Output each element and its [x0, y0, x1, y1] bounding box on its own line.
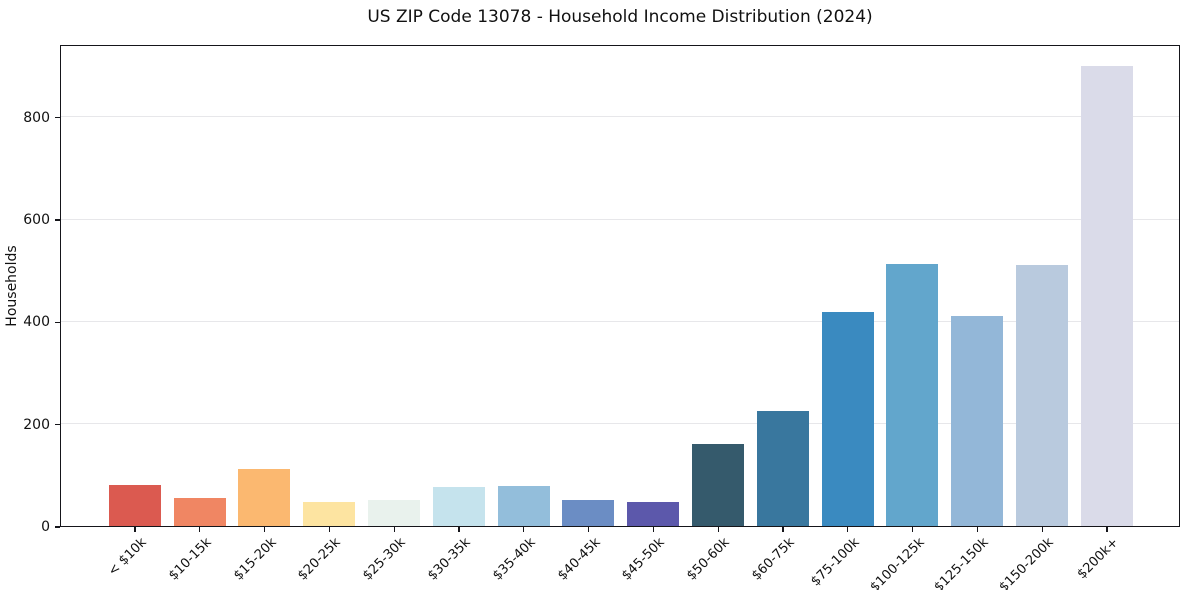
- y-tick-mark-800: [55, 117, 60, 119]
- gridline-800: [61, 116, 1179, 118]
- bar-$45-50k: [627, 501, 680, 526]
- bar-$30-35k: [432, 487, 485, 526]
- bar-$10-15k: [173, 497, 226, 526]
- x-tick-mark-$30-35k: [458, 527, 460, 532]
- x-tick-label-$15-20k: $15-20k: [230, 535, 280, 584]
- x-tick-label-$125-150k: $125-150k: [931, 535, 992, 590]
- x-tick-mark-$45-50k: [652, 527, 655, 532]
- x-tick-mark-$10-15k: [199, 527, 201, 532]
- y-tick-label-0: 0: [41, 519, 50, 535]
- y-tick-label-200: 200: [23, 416, 50, 433]
- x-tick-label-$200k+: $200k+: [1074, 535, 1122, 583]
- bar-$25-30k: [367, 499, 420, 526]
- y-tick-mark-600: [55, 219, 60, 221]
- x-tick-mark-$15-20k: [263, 527, 266, 532]
- bar-$60-75k: [756, 410, 809, 526]
- plot-area: [60, 45, 1180, 527]
- x-tick-label-$150-200k: $150-200k: [996, 535, 1057, 590]
- bar-$35-40k: [497, 486, 550, 526]
- bar-$100-125k: [886, 263, 939, 526]
- x-tick-label-$100-125k: $100-125k: [867, 535, 928, 590]
- gridline-200: [61, 423, 1179, 425]
- y-tick-mark-0: [55, 526, 60, 528]
- x-tick-mark-$150-200k: [1041, 527, 1043, 532]
- x-tick-mark-< $10k: [134, 527, 136, 532]
- x-tick-mark-$75-100k: [847, 527, 849, 532]
- bar-$20-25k: [303, 501, 356, 526]
- y-tick-mark-400: [55, 321, 60, 323]
- bar-$75-100k: [821, 311, 874, 526]
- chart-title: US ZIP Code 13078 - Household Income Dis…: [367, 7, 873, 27]
- x-tick-label-$35-40k: $35-40k: [489, 535, 539, 584]
- x-tick-mark-$50-60k: [717, 527, 719, 532]
- bar-$50-60k: [691, 444, 744, 526]
- gridline-400: [61, 320, 1179, 322]
- x-tick-mark-$125-150k: [976, 527, 979, 532]
- x-tick-label-$75-100k: $75-100k: [808, 535, 863, 590]
- y-tick-mark-200: [55, 424, 60, 426]
- bar-< $10k: [108, 485, 161, 526]
- x-tick-label-$25-30k: $25-30k: [360, 535, 409, 584]
- x-tick-label-$40-45k: $40-45k: [554, 535, 604, 584]
- x-tick-label-$30-35k: $30-35k: [425, 535, 474, 584]
- x-tick-label-$50-60k: $50-60k: [684, 535, 733, 584]
- x-tick-mark-$40-45k: [587, 527, 590, 532]
- bar-$125-150k: [951, 315, 1004, 526]
- x-tick-mark-$60-75k: [782, 527, 784, 532]
- y-tick-label-400: 400: [23, 314, 50, 331]
- x-tick-mark-$35-40k: [523, 527, 525, 532]
- x-tick-mark-$25-30k: [393, 527, 395, 532]
- y-tick-label-800: 800: [23, 109, 50, 126]
- bar-$200k+: [1080, 65, 1133, 526]
- bar-$40-45k: [562, 499, 615, 526]
- x-tick-mark-$100-125k: [911, 527, 914, 532]
- x-tick-label-$10-15k: $10-15k: [165, 535, 215, 584]
- x-tick-label-$20-25k: $20-25k: [295, 535, 344, 584]
- gridline-600: [61, 218, 1179, 220]
- bar-$150-200k: [1015, 265, 1068, 526]
- x-tick-label-$60-75k: $60-75k: [749, 535, 798, 584]
- y-tick-label-600: 600: [23, 211, 50, 228]
- x-tick-label-< $10k: < $10k: [105, 535, 150, 580]
- bar-$15-20k: [238, 469, 291, 526]
- x-tick-mark-$200k+: [1106, 527, 1108, 532]
- x-tick-label-$45-50k: $45-50k: [619, 535, 668, 584]
- x-tick-mark-$20-25k: [328, 527, 331, 532]
